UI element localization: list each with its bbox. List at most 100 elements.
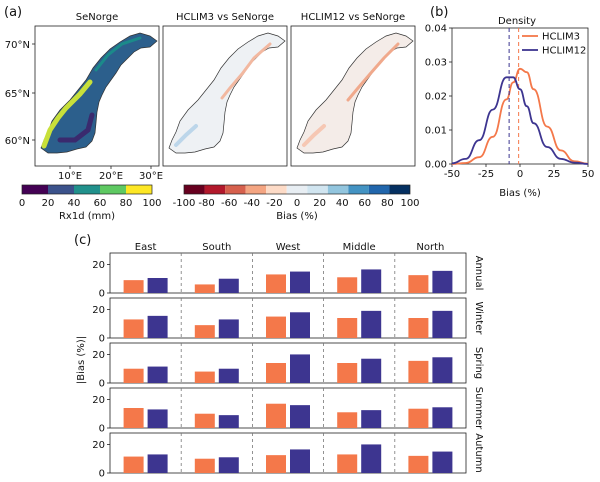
row-label: Spring xyxy=(473,347,484,379)
bar-hclim3 xyxy=(266,316,286,338)
bar-hclim3 xyxy=(194,325,215,338)
colorbar-tick-label: 40 xyxy=(336,198,349,209)
density-ytick-label: 0.03 xyxy=(425,58,447,69)
bar-ytick-label: 0 xyxy=(99,379,105,390)
east-dry-band xyxy=(57,112,95,143)
column-header: North xyxy=(416,242,444,253)
colorbar-swatch xyxy=(245,185,267,194)
bar-hclim3 xyxy=(337,412,358,428)
colorbar-tick-label: -60 xyxy=(221,198,237,209)
bar-hclim3 xyxy=(408,455,429,473)
colorbar-tick-label: 80 xyxy=(120,198,133,209)
colorbar-tick-label: 0 xyxy=(19,198,25,209)
column-header: Middle xyxy=(343,242,376,253)
bar-hclim12 xyxy=(432,451,453,473)
density-ytick-label: 0.01 xyxy=(425,126,447,137)
colorbar-tick-label: -20 xyxy=(266,198,282,209)
bar-hclim12 xyxy=(218,368,239,383)
colorbar-tick-label: 60 xyxy=(358,198,371,209)
wet-coast-band xyxy=(41,79,93,149)
bar-hclim12 xyxy=(290,405,310,428)
density-xtick-label: -50 xyxy=(444,169,460,180)
colorbar-swatch xyxy=(368,185,390,194)
bar-hclim3 xyxy=(123,280,144,293)
bar-ytick-label: 20 xyxy=(92,350,105,361)
density-series-hclim12 xyxy=(451,76,589,165)
lon-tick-10: 10°E xyxy=(58,171,82,182)
colorbar-rx1d-label: Rx1d (mm) xyxy=(59,211,115,222)
row-frame xyxy=(109,342,467,384)
map-hclim3: HCLIM3 vs SeNorge xyxy=(162,12,288,167)
bar-hclim12 xyxy=(290,271,310,293)
colorbar-bias: -100 -80 -60 -40 -20 0 20 40 60 80 100 xyxy=(173,184,420,209)
row-label: Autumn xyxy=(473,433,484,473)
bar-hclim3 xyxy=(266,363,286,383)
row-frame xyxy=(109,297,467,339)
colorbar-swatch xyxy=(225,185,246,194)
row-label: Annual xyxy=(473,256,484,291)
bar-ytick-label: 20 xyxy=(92,260,105,271)
bar-hclim12 xyxy=(432,357,453,383)
bar-grid-chart: |Bias (%)| East South West Middle North 0 20 An… xyxy=(76,242,484,480)
colorbar-swatch xyxy=(204,185,226,194)
map-title-hclim12: HCLIM12 vs SeNorge xyxy=(301,12,405,23)
bar-hclim12 xyxy=(432,407,453,428)
bar-ytick-label: 20 xyxy=(92,440,105,451)
legend-entry: HCLIM12 xyxy=(542,46,586,57)
panel-label-a: (a) xyxy=(4,5,22,20)
bar-hclim12 xyxy=(290,312,310,338)
bar-hclim3 xyxy=(408,360,429,383)
bar-ytick-label: 0 xyxy=(99,289,105,300)
north-coast-band xyxy=(94,36,142,72)
bar-hclim3 xyxy=(337,363,358,383)
density-xtick-label: 50 xyxy=(582,169,595,180)
bar-ytick-label: 20 xyxy=(92,305,105,316)
colorbar-swatch xyxy=(74,185,100,194)
bar-hclim3 xyxy=(123,319,144,338)
bar-hclim3 xyxy=(266,274,286,293)
bar-hclim12 xyxy=(147,366,168,383)
density-xtick-label: -25 xyxy=(478,169,494,180)
panel-label-b: (b) xyxy=(430,5,448,20)
map-title-senorge: SeNorge xyxy=(76,12,119,23)
colorbar-swatch xyxy=(389,185,410,194)
lat-tick-70: 70°N xyxy=(5,40,30,51)
colorbar-tick-label: 100 xyxy=(142,198,161,209)
colorbar-tick-label: 40 xyxy=(68,198,81,209)
lat-tick-60: 60°N xyxy=(5,136,30,147)
bar-ytick-label: 0 xyxy=(99,334,105,345)
bar-hclim12 xyxy=(361,269,382,293)
column-header: West xyxy=(276,242,301,253)
density-title: Density xyxy=(498,16,536,27)
maps-panel: SeNorge HCLIM3 vs SeNorge HCLIM12 vs SeN… xyxy=(5,12,420,222)
lon-tick-30: 30°E xyxy=(139,171,163,182)
bar-hclim3 xyxy=(408,318,429,338)
colorbar-frame xyxy=(21,184,153,195)
density-chart: Density Bias (%) -50 -25 0 25 50 0.00 0.01 0.02… xyxy=(425,16,595,199)
colorbar-tick-label: 20 xyxy=(42,198,55,209)
bar-hclim12 xyxy=(361,444,382,473)
bar-hclim3 xyxy=(194,371,215,383)
bar-hclim12 xyxy=(147,454,168,473)
colorbar-swatch xyxy=(184,185,205,194)
colorbar-bias-label: Bias (%) xyxy=(276,211,318,222)
bar-hclim3 xyxy=(194,413,215,428)
density-series-hclim3 xyxy=(451,67,589,165)
panel-label-c: (c) xyxy=(74,233,91,248)
bar-hclim12 xyxy=(432,310,453,338)
bar-hclim12 xyxy=(147,409,168,428)
row-frame xyxy=(109,252,467,294)
lat-tick-65: 65°N xyxy=(5,89,30,100)
row-label: Winter xyxy=(473,302,484,336)
bias-coast-band xyxy=(346,42,400,102)
colorbar-tick-label: 100 xyxy=(400,198,419,209)
row-label: Summer xyxy=(473,387,484,430)
colorbar-swatch xyxy=(348,185,369,194)
colorbar-swatch xyxy=(327,185,349,194)
colorbar-swatch xyxy=(100,185,126,194)
colorbar-tick-label: -40 xyxy=(244,198,260,209)
bar-hclim3 xyxy=(123,368,144,383)
bar-ytick-label: 20 xyxy=(92,395,105,406)
colorbar-swatch xyxy=(22,185,48,194)
